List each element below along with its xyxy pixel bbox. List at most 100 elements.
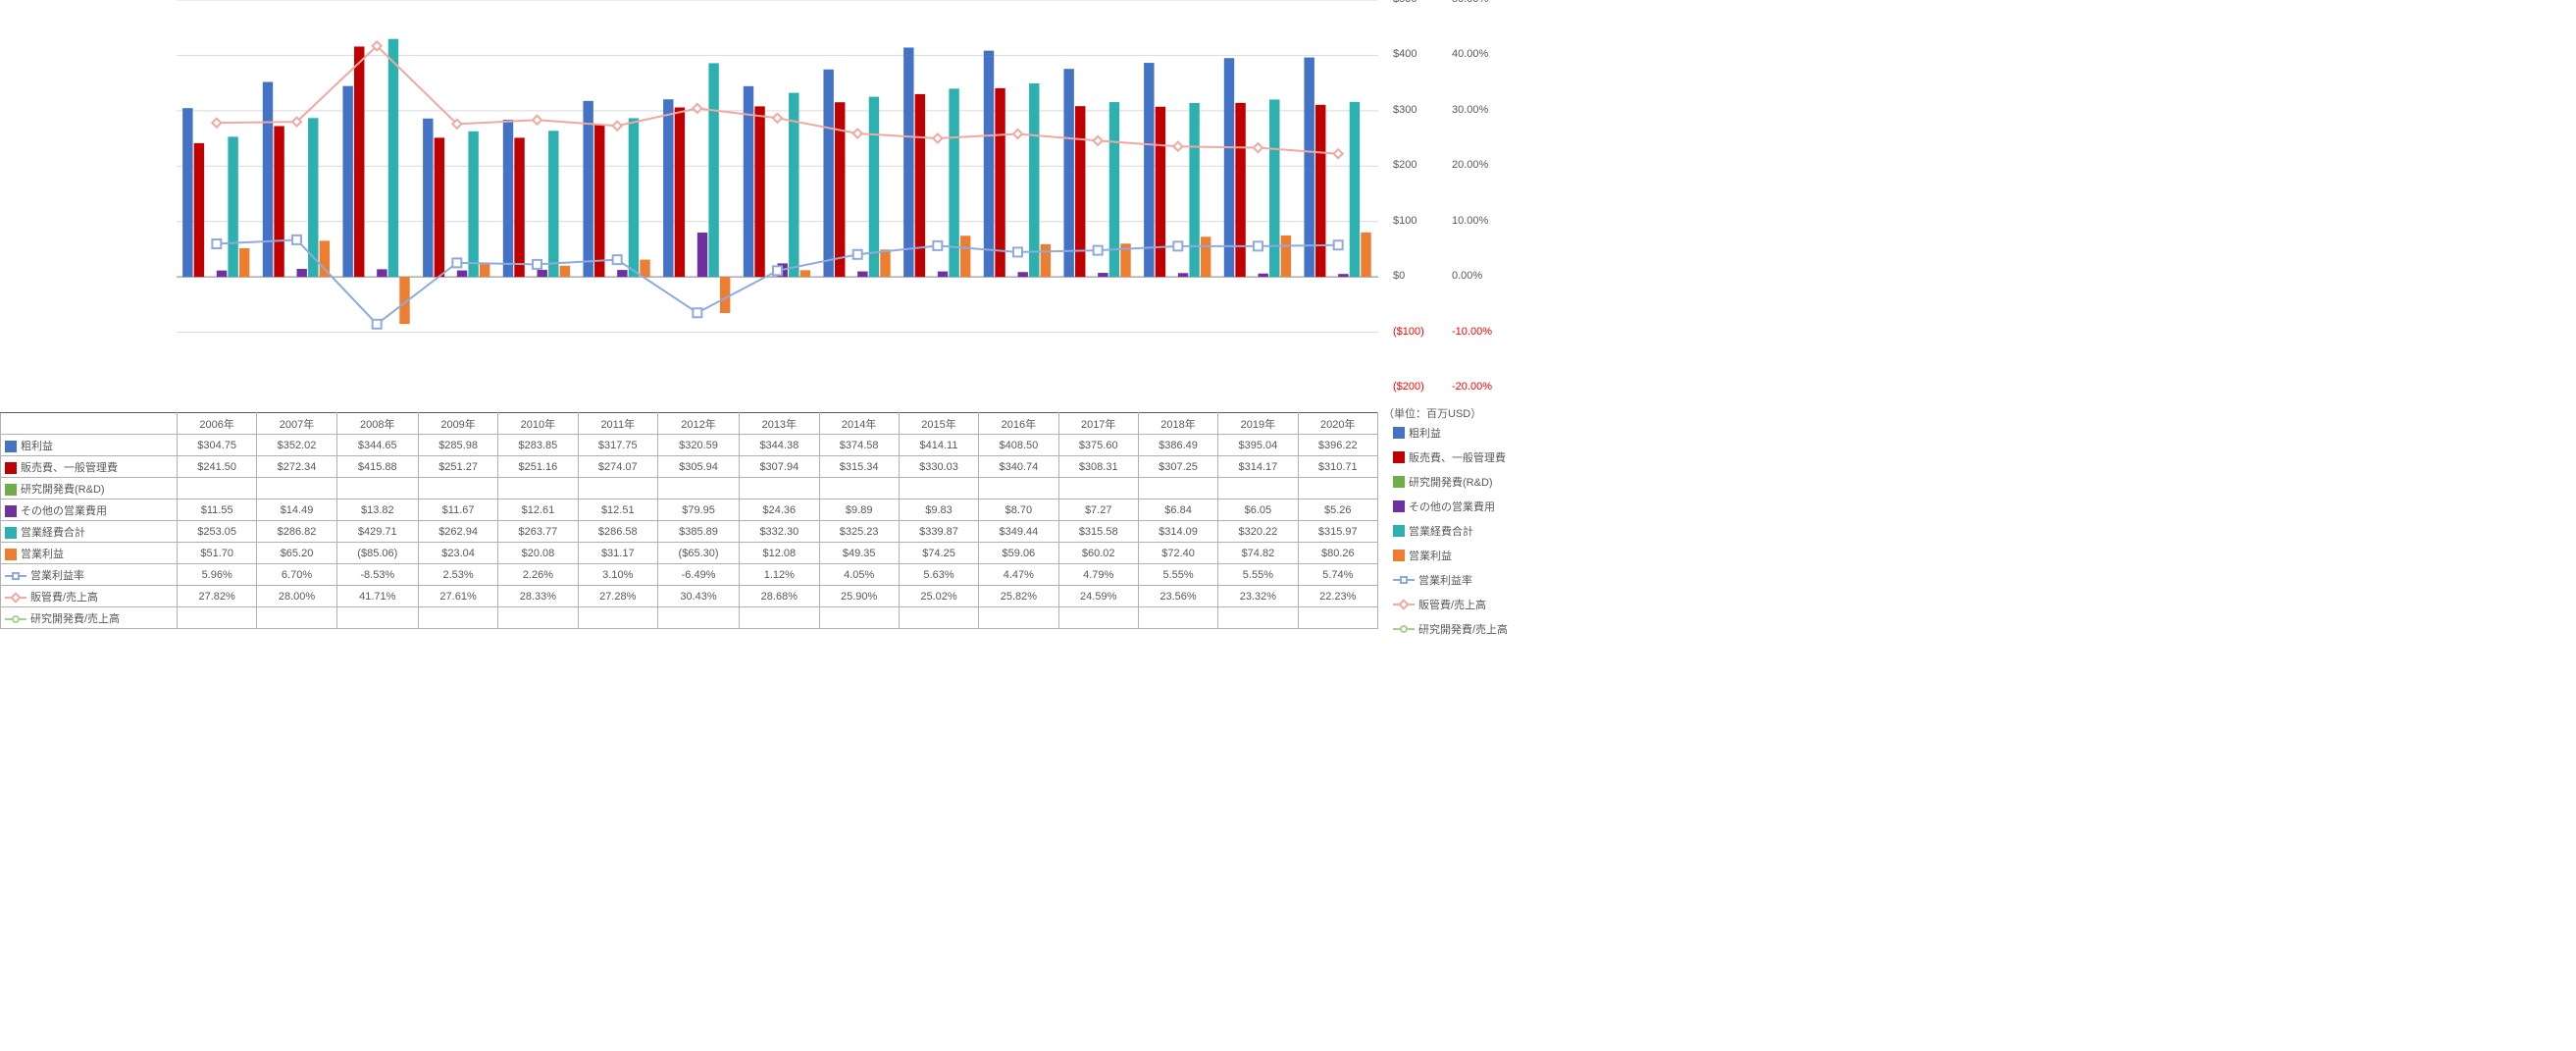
cell: [336, 607, 418, 629]
cell: [257, 478, 336, 499]
cell: 3.10%: [578, 564, 657, 586]
cell: $12.61: [498, 499, 578, 521]
cell: 2.26%: [498, 564, 578, 586]
col-year: 2017年: [1058, 413, 1138, 435]
cell: -8.53%: [336, 564, 418, 586]
cell: [178, 478, 257, 499]
cell: $307.94: [740, 456, 819, 478]
col-year: 2008年: [336, 413, 418, 435]
cell: $253.05: [178, 521, 257, 543]
cell: 5.55%: [1218, 564, 1298, 586]
cell: [819, 478, 899, 499]
cell: [740, 478, 819, 499]
row-s3: 研究開発費(R&D): [1, 478, 178, 499]
cell: 2.53%: [418, 564, 497, 586]
cell: [178, 607, 257, 629]
cell: $344.38: [740, 435, 819, 456]
cell: 25.02%: [899, 586, 978, 607]
col-year: 2007年: [257, 413, 336, 435]
cell: $320.22: [1218, 521, 1298, 543]
cell: [1298, 607, 1377, 629]
cell: 5.55%: [1138, 564, 1217, 586]
cell: 25.90%: [819, 586, 899, 607]
cell: $20.08: [498, 543, 578, 564]
col-year: 2014年: [819, 413, 899, 435]
cell: $7.27: [1058, 499, 1138, 521]
cell: [1218, 478, 1298, 499]
col-year: 2011年: [578, 413, 657, 435]
cell: $283.85: [498, 435, 578, 456]
cell: $332.30: [740, 521, 819, 543]
cell: $59.06: [979, 543, 1058, 564]
cell: $6.05: [1218, 499, 1298, 521]
cell: $251.27: [418, 456, 497, 478]
cell: [257, 607, 336, 629]
legend-item-s5: 営業経費合計: [1393, 518, 1508, 543]
cell: $24.36: [740, 499, 819, 521]
cell: 6.70%: [257, 564, 336, 586]
col-year: 2009年: [418, 413, 497, 435]
cell: [979, 607, 1058, 629]
col-year: 2013年: [740, 413, 819, 435]
legend-item-s3: 研究開発費(R&D): [1393, 469, 1508, 494]
cell: $340.74: [979, 456, 1058, 478]
cell: $325.23: [819, 521, 899, 543]
cell: $414.11: [899, 435, 978, 456]
col-year: 2018年: [1138, 413, 1217, 435]
legend-item-s7: 営業利益率: [1393, 567, 1508, 592]
cell: 30.43%: [657, 586, 739, 607]
legend-item-s4: その他の営業費用: [1393, 494, 1508, 518]
cell: 4.79%: [1058, 564, 1138, 586]
cell: $11.67: [418, 499, 497, 521]
right-axes: ($200)($100)$0$100$200$300$400$500-20.00…: [1383, 0, 1560, 412]
cell: $315.58: [1058, 521, 1138, 543]
cell: 5.96%: [178, 564, 257, 586]
cell: [899, 478, 978, 499]
cell: $80.26: [1298, 543, 1377, 564]
row-s8: 販管費/売上高: [1, 586, 178, 607]
row-s4: その他の営業費用: [1, 499, 178, 521]
cell: [498, 607, 578, 629]
col-year: 2020年: [1298, 413, 1377, 435]
cell: $9.89: [819, 499, 899, 521]
legend-item-s8: 販管費/売上高: [1393, 592, 1508, 616]
cell: [657, 607, 739, 629]
cell: $241.50: [178, 456, 257, 478]
cell: [578, 478, 657, 499]
cell: 5.63%: [899, 564, 978, 586]
cell: $12.51: [578, 499, 657, 521]
row-s2: 販売費、一般管理費: [1, 456, 178, 478]
cell: $352.02: [257, 435, 336, 456]
row-s9: 研究開発費/売上高: [1, 607, 178, 629]
cell: $314.09: [1138, 521, 1217, 543]
cell: [418, 607, 497, 629]
cell: 28.00%: [257, 586, 336, 607]
cell: [657, 478, 739, 499]
cell: [1138, 478, 1217, 499]
cell: $263.77: [498, 521, 578, 543]
cell: $429.71: [336, 521, 418, 543]
cell: $396.22: [1298, 435, 1377, 456]
cell: -6.49%: [657, 564, 739, 586]
cell: $308.31: [1058, 456, 1138, 478]
cell: 23.56%: [1138, 586, 1217, 607]
cell: $74.82: [1218, 543, 1298, 564]
cell: $408.50: [979, 435, 1058, 456]
cell: [1298, 478, 1377, 499]
cell: $305.94: [657, 456, 739, 478]
cell: $375.60: [1058, 435, 1138, 456]
cell: $251.16: [498, 456, 578, 478]
cell: $65.20: [257, 543, 336, 564]
cell: 22.23%: [1298, 586, 1377, 607]
cell: $386.49: [1138, 435, 1217, 456]
cell: $23.04: [418, 543, 497, 564]
cell: [1058, 478, 1138, 499]
cell: $286.82: [257, 521, 336, 543]
cell: ($65.30): [657, 543, 739, 564]
cell: $330.03: [899, 456, 978, 478]
cell: $385.89: [657, 521, 739, 543]
cell: $11.55: [178, 499, 257, 521]
cell: $12.08: [740, 543, 819, 564]
cell: $317.75: [578, 435, 657, 456]
legend-item-s1: 粗利益: [1393, 420, 1508, 445]
